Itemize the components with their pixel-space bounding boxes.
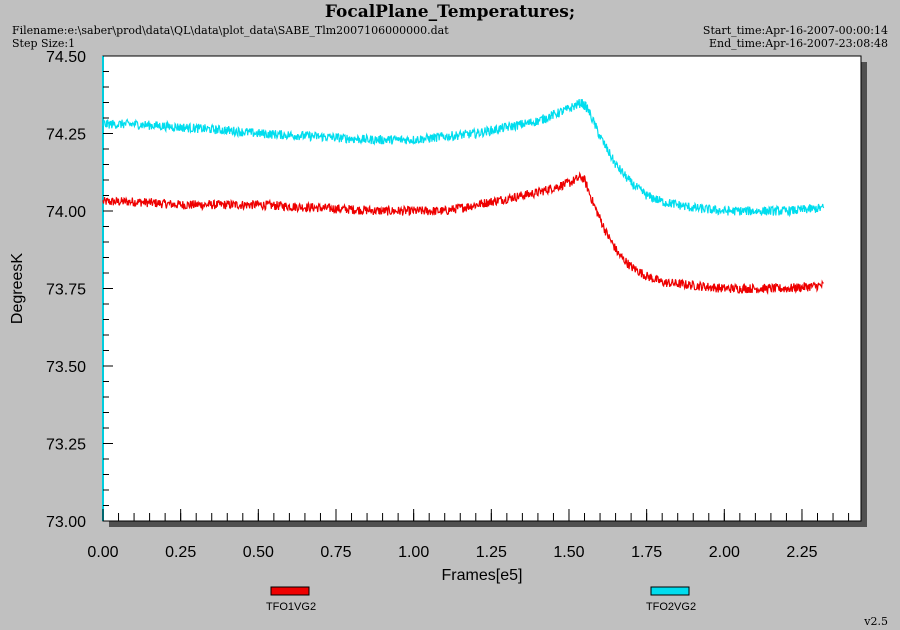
series-layer xyxy=(102,99,825,295)
x-tick-label: 0.25 xyxy=(165,544,196,561)
legend-label-1: TFO1VG2 xyxy=(266,601,316,613)
start-time-label: Start_time:Apr-16-2007-00:00:14 xyxy=(702,24,888,37)
series-line-2 xyxy=(102,99,825,218)
x-tick-label: 0.75 xyxy=(320,544,351,561)
x-tick-label: 1.50 xyxy=(553,544,584,561)
x-axis-title: Frames[e5] xyxy=(442,567,523,584)
x-tick-label: 0.50 xyxy=(243,544,274,561)
y-tick-label: 73.25 xyxy=(46,437,86,454)
x-tick-label: 2.00 xyxy=(709,544,740,561)
series-line-1 xyxy=(102,171,824,295)
end-time-label: End_time:Apr-16-2007-23:08:48 xyxy=(708,37,888,50)
x-tick-label: 1.00 xyxy=(398,544,429,561)
y-tick-label: 73.75 xyxy=(46,282,86,299)
x-tick-label: 0.00 xyxy=(87,544,118,561)
axes: 0.00 0.25 0.50 0.75 1.00 1.25 1.50 1.75 2.00 2.25… xyxy=(46,49,850,561)
y-tick-label: 74.00 xyxy=(46,204,86,221)
legend-label-2: TFO2VG2 xyxy=(646,601,696,613)
legend-swatch-2 xyxy=(650,586,690,596)
y-tick-label: 73.50 xyxy=(46,359,86,376)
x-tick-label: 1.75 xyxy=(631,544,662,561)
legend-swatch-1 xyxy=(270,586,310,596)
x-tick-label: 2.25 xyxy=(786,544,817,561)
x-tick-label: 1.25 xyxy=(476,544,507,561)
step-size-label: Step Size:1 xyxy=(12,37,76,50)
y-tick-label: 73.00 xyxy=(46,514,86,531)
y-tick-label: 74.50 xyxy=(46,49,86,66)
y-tick-label: 74.25 xyxy=(46,127,86,144)
filename-label: Filename:e:\saber\prod\data\QL\data\plot… xyxy=(12,24,449,37)
chart-title: FocalPlane_Temperatures; xyxy=(324,2,576,22)
y-axis-title: DegreesK xyxy=(9,253,26,324)
legend: TFO1VG2 TFO2VG2 xyxy=(266,586,696,613)
version-label: v2.5 xyxy=(864,615,888,628)
